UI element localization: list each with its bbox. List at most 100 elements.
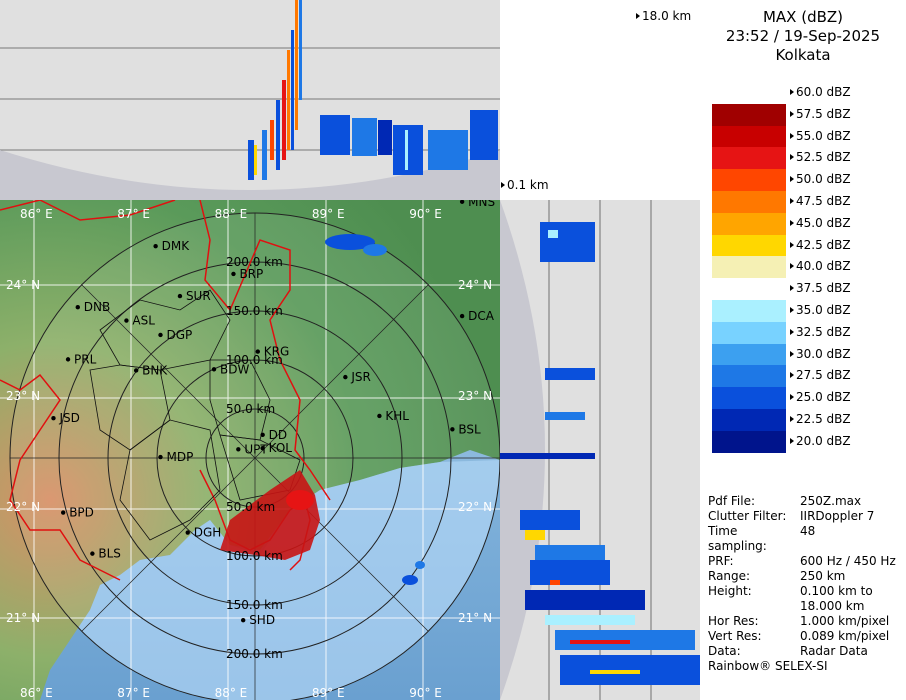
color-swatch <box>712 300 786 322</box>
info-value <box>828 659 904 674</box>
station-dmk: DMK <box>153 239 190 253</box>
color-swatch <box>712 387 786 410</box>
info-value: 250 km <box>800 569 846 583</box>
scan-datetime: 23:52 / 19-Sep-2025 <box>725 27 881 45</box>
info-value: Radar Data <box>800 644 868 658</box>
station-bls: BLS <box>90 547 121 561</box>
lon-label-top: 86° E <box>20 207 53 221</box>
ns-echo-bars <box>248 0 498 180</box>
station-dot <box>153 243 158 249</box>
station-label: KRG <box>264 345 290 359</box>
range-labels: 50.0 km 50.0 km 100.0 km 100.0 km 150.0 km 15… <box>226 255 283 661</box>
land <box>0 200 500 700</box>
station-khl: KHL <box>377 409 409 423</box>
station-dot <box>459 313 465 319</box>
range-label-north: 200.0 km <box>226 255 283 269</box>
info-value: 250Z.max <box>800 494 862 508</box>
info-key: Height: <box>708 584 752 598</box>
color-swatch <box>712 343 786 366</box>
info-row: Time sampling: 48 <box>708 524 904 554</box>
radial-lines <box>10 213 500 700</box>
color-swatch <box>712 212 786 235</box>
lat-label-left: 24° N <box>6 278 40 292</box>
info-row: Pdf File: 250Z.max <box>708 494 904 509</box>
station-dot <box>124 318 129 323</box>
scale-label: 20.0 dBZ <box>790 433 851 448</box>
range-label-south: 50.0 km <box>226 500 275 514</box>
station-bdw: BDW <box>211 362 249 376</box>
station-dot <box>255 349 260 354</box>
info-value: 48 <box>800 524 816 538</box>
station-label: DD <box>269 428 287 442</box>
station-dot <box>133 368 139 373</box>
info-value: 18.000 km <box>800 599 865 613</box>
info-key <box>708 599 800 614</box>
station-label: JSD <box>58 411 79 425</box>
station-label: DMK <box>162 239 191 253</box>
station-brp: BRP <box>231 267 263 281</box>
color-swatch <box>712 169 786 192</box>
color-swatch <box>712 278 786 301</box>
range-label-south: 200.0 km <box>226 647 283 661</box>
info-key: Clutter Filter: <box>708 509 787 523</box>
scale-label: 52.5 dBZ <box>790 150 851 165</box>
station-dot <box>65 357 71 362</box>
station-bpd: BPD <box>60 506 94 520</box>
india-border <box>0 200 331 581</box>
station-label: SUR <box>186 289 211 303</box>
station-dot <box>177 293 183 299</box>
map-echo-clusters <box>220 234 425 585</box>
info-value: 0.100 km to <box>800 584 873 598</box>
color-swatch <box>712 191 786 213</box>
station-mns: MNS <box>459 200 495 209</box>
station-dgh: DGH <box>185 526 221 540</box>
metadata-panel: Pdf File: 250Z.max Clutter Filter: IIRDoppl… <box>708 494 904 674</box>
scale-label: 25.0 dBZ <box>790 390 851 405</box>
scale-label: 47.5 dBZ <box>790 194 851 208</box>
station-dot <box>75 305 80 310</box>
info-key: PRF: <box>708 554 734 568</box>
color-swatch <box>712 147 786 170</box>
station-label: KHL <box>385 409 409 423</box>
station-dot <box>236 447 241 452</box>
info-key: Pdf File: <box>708 494 756 508</box>
info-row: Hor Res: 1.000 km/pixel <box>708 614 904 629</box>
station-krg: KRG <box>255 345 290 359</box>
station-label: ASL <box>132 314 155 328</box>
info-key: Rainbow® SELEX-SI <box>708 659 828 673</box>
station-dot <box>51 416 56 421</box>
station-dot <box>260 445 265 451</box>
profile-top-height-label: 18.0 km <box>635 9 692 23</box>
range-label-north: 150.0 km <box>226 304 283 318</box>
radar-map: MNS DMK BRP SUR DNB ASL DGP DCA KRG PRL BNK BDW JSR K… <box>0 200 500 700</box>
scale-label: 42.5 dBZ <box>790 237 851 252</box>
station-label: BLS <box>98 547 121 561</box>
lat-label-left: 23° N <box>6 389 40 403</box>
station-label: MDP <box>166 450 193 464</box>
info-key: Data: <box>708 644 741 658</box>
lon-label-top: 90° E <box>409 207 442 221</box>
station-markers: MNS DMK BRP SUR DNB ASL DGP DCA KRG PRL BNK BDW JSR K… <box>51 200 495 627</box>
station-dot <box>185 530 190 535</box>
station-dot <box>211 367 217 372</box>
color-swatch <box>712 256 786 279</box>
color-swatch <box>712 409 786 431</box>
station-dot <box>60 510 66 515</box>
scale-label: 40.0 dBZ <box>790 259 851 274</box>
color-swatch <box>712 321 786 344</box>
lat-label-left: 22° N <box>6 500 40 514</box>
station-name: Kolkata <box>775 46 831 64</box>
info-key: Hor Res: <box>708 614 759 628</box>
ns-cross-section <box>0 0 500 200</box>
range-label-north: 50.0 km <box>226 402 275 416</box>
info-row: Clutter Filter: IIRDoppler 7 <box>708 509 904 524</box>
lon-label-top: 87° E <box>117 207 150 221</box>
scale-label: 30.0 dBZ <box>790 346 851 361</box>
station-label: MNS <box>468 200 495 209</box>
station-label: DNB <box>84 300 110 314</box>
station-label: DGP <box>166 328 192 342</box>
info-value: IIRDoppler 7 <box>800 509 875 523</box>
station-shd: SHD <box>240 613 275 627</box>
color-swatch <box>712 125 786 148</box>
